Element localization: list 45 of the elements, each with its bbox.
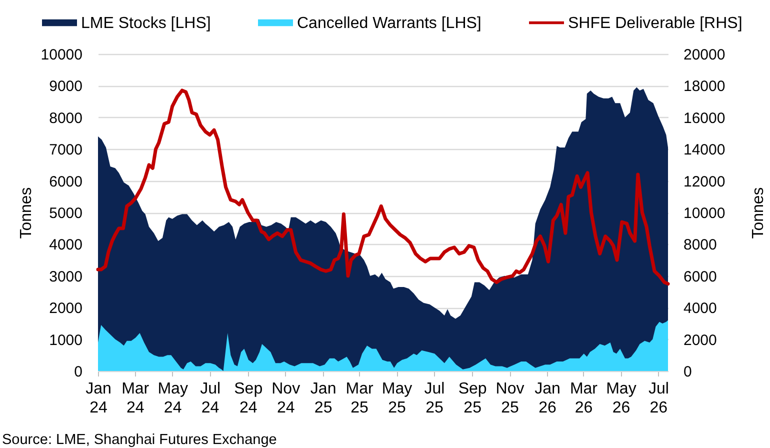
y2-axis-title: Tonnes [750,187,768,239]
y2-tick-label: 6000 [684,268,717,286]
x-tick-label: Sep 25 [458,380,487,416]
y2-tick-label: 10000 [684,205,726,222]
legend-label: Cancelled Warrants [LHS] [297,14,482,32]
x-tick-label: Sep 24 [234,380,263,416]
y-tick-label: 0 [74,364,82,380]
y2-tick-label: 20000 [684,46,726,64]
y2-tick-label: 8000 [684,236,717,254]
y-tick-label: 3000 [49,268,82,286]
x-tick-label: Nov 25 [496,380,524,416]
y-tick-label: 7000 [49,142,82,159]
y2-tick-label: 12000 [684,173,726,190]
legend-label: SHFE Deliverable [RHS] [568,14,742,32]
x-tick-label: Mar 26 [570,380,598,416]
y-tick-label: 10000 [40,46,82,64]
x-tick-label: Jan 25 [310,380,336,416]
y-axis-title: Tonnes [18,187,35,239]
y-tick-label: 1000 [49,332,82,349]
legend-label: LME Stocks [LHS] [81,14,211,32]
x-tick-label: Mar 24 [122,380,150,416]
x-tick-label: May 26 [606,380,636,416]
y2-tick-label: 2000 [684,332,717,349]
source-note: Source: LME, Shanghai Futures Exchange [2,432,277,448]
y-tick-label: 8000 [49,110,82,127]
x-tick-label: Jul 24 [200,380,221,416]
x-tick-label: Jul 26 [648,380,669,416]
y-tick-label: 5000 [49,205,82,222]
y-tick-label: 4000 [49,236,82,254]
x-tick-label: Jan 26 [534,380,560,416]
y-tick-label: 2000 [49,300,82,318]
y2-tick-label: 4000 [684,300,717,318]
x-tick-label: Mar 25 [346,380,374,416]
y-tick-label: 9000 [49,78,82,96]
y2-tick-label: 16000 [684,110,726,127]
x-tick-label: Jan 24 [86,380,112,416]
y2-tick-label: 18000 [684,78,726,96]
y2-tick-label: 14000 [684,142,726,159]
y-tick-label: 6000 [49,173,82,190]
x-tick-label: May 25 [382,380,412,416]
x-tick-label: Jul 25 [424,380,445,416]
line-series [96,88,670,286]
x-tick-label: Nov 24 [272,380,300,416]
y2-tick-label: 0 [684,364,692,380]
x-tick-label: May 24 [158,380,188,416]
